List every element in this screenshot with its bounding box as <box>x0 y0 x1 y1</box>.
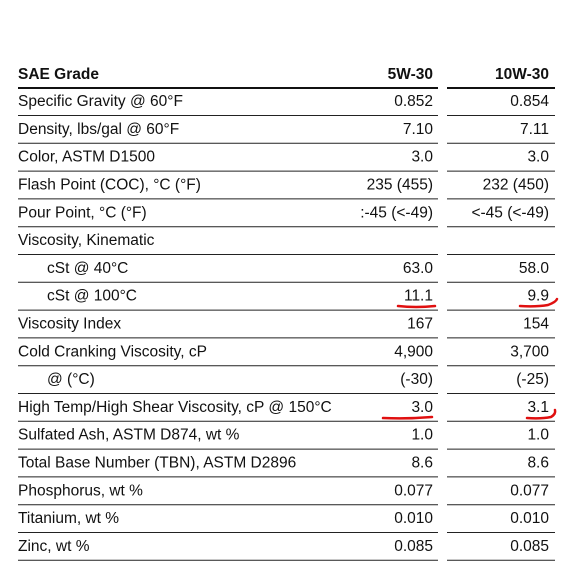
cell-value: 63.0 <box>403 260 434 277</box>
row-label: Pour Point, °C (°F) <box>18 204 147 221</box>
row-label: High Temp/High Shear Viscosity, cP @ 150… <box>18 399 332 416</box>
cell-value: 0.077 <box>510 482 549 499</box>
highlight-mark <box>518 297 559 308</box>
row-label: Titanium, wt % <box>18 510 119 527</box>
cell-value: (-30) <box>400 371 433 388</box>
cell-value: 3.1 <box>527 399 549 416</box>
row-label: Color, ASTM D1500 <box>18 149 155 166</box>
cell-value: 0.085 <box>510 538 549 555</box>
cell-value: 7.11 <box>520 121 549 138</box>
cell-value: 0.010 <box>394 510 433 527</box>
cell-value: :-45 (<-49) <box>360 204 433 221</box>
cell-value: 4,900 <box>394 343 433 360</box>
header-cell: SAE Grade <box>18 66 99 83</box>
cell-value: 3.0 <box>411 399 433 416</box>
cell-value: 3.0 <box>411 149 433 166</box>
header-cell: 5W-30 <box>388 66 433 83</box>
cell-value: 58.0 <box>519 260 550 277</box>
cell-value: 3,700 <box>510 343 549 360</box>
cell-value: 8.6 <box>527 454 549 471</box>
cell-value: 3.0 <box>527 149 549 166</box>
row-label: Sulfated Ash, ASTM D874, wt % <box>18 427 240 444</box>
row-label: Specific Gravity @ 60°F <box>18 93 183 110</box>
row-label: Density, lbs/gal @ 60°F <box>18 121 179 138</box>
cell-value: 8.6 <box>411 454 433 471</box>
row-label: Total Base Number (TBN), ASTM D2896 <box>18 454 296 471</box>
row-label: @ (°C) <box>47 371 95 388</box>
cell-value: 232 (450) <box>483 176 549 193</box>
cell-value: 0.085 <box>394 538 433 555</box>
cell-value: 0.854 <box>510 93 549 110</box>
highlight-mark <box>525 408 557 420</box>
cell-value: <-45 (<-49) <box>471 204 549 221</box>
highlight-mark <box>396 304 437 309</box>
highlight-mark <box>381 415 434 420</box>
row-label: Cold Cranking Viscosity, cP <box>18 343 207 360</box>
cell-value: 167 <box>407 315 433 332</box>
row-label: Viscosity Index <box>18 315 121 332</box>
cell-value: 0.077 <box>394 482 433 499</box>
cell-value: 9.9 <box>527 288 549 305</box>
cell-value: 1.0 <box>411 427 433 444</box>
cell-value: 7.10 <box>403 121 434 138</box>
cell-value: (-25) <box>516 371 549 388</box>
header-cell: 10W-30 <box>495 66 549 83</box>
row-label: Zinc, wt % <box>18 538 90 555</box>
cell-value: 154 <box>523 315 549 332</box>
row-label: Flash Point (COC), °C (°F) <box>18 176 201 193</box>
row-label: cSt @ 100°C <box>47 288 137 305</box>
cell-value: 0.852 <box>394 93 433 110</box>
cell-value: 1.0 <box>527 427 549 444</box>
row-label: cSt @ 40°C <box>47 260 128 277</box>
cell-value: 235 (455) <box>367 176 433 193</box>
cell-value: 0.010 <box>510 510 549 527</box>
row-label: Phosphorus, wt % <box>18 482 143 499</box>
cell-value: 11.1 <box>404 288 433 305</box>
row-label: Viscosity, Kinematic <box>18 232 155 249</box>
